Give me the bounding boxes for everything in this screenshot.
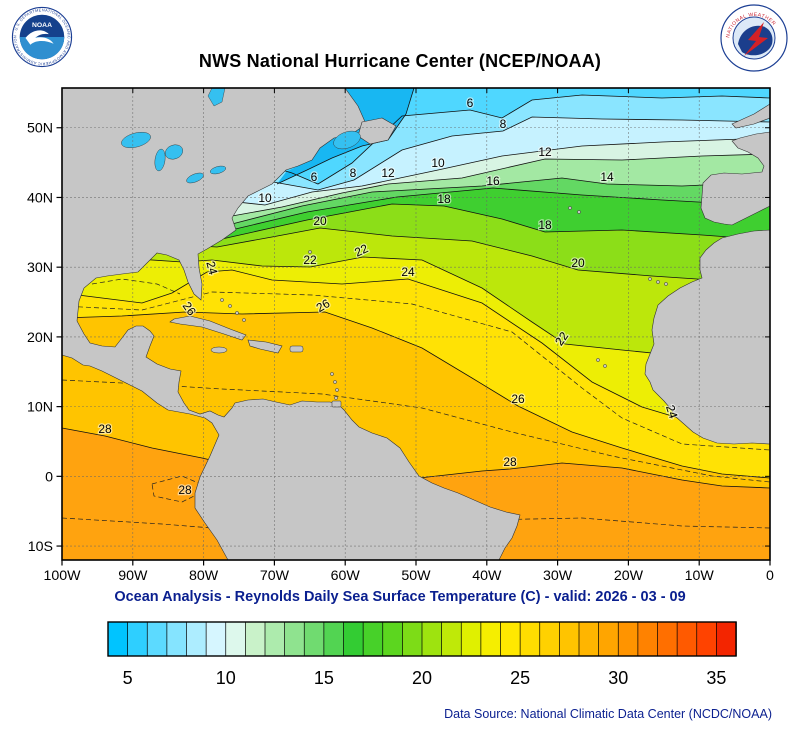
svg-text:35: 35 — [706, 668, 726, 688]
svg-text:10W: 10W — [685, 568, 715, 584]
svg-text:0: 0 — [766, 568, 774, 584]
svg-text:6: 6 — [467, 96, 474, 110]
svg-text:15: 15 — [314, 668, 334, 688]
svg-text:24: 24 — [203, 260, 220, 277]
svg-text:18: 18 — [437, 192, 451, 206]
svg-text:50W: 50W — [401, 568, 431, 584]
svg-text:14: 14 — [600, 170, 614, 184]
noaa-logo: NATIONAL OCEANIC AND ATMOSPHERIC ADMINIS… — [9, 3, 73, 73]
svg-text:20: 20 — [313, 214, 327, 228]
svg-text:8: 8 — [500, 117, 507, 131]
svg-text:24: 24 — [401, 265, 415, 279]
svg-text:100W: 100W — [43, 568, 81, 584]
svg-text:10S: 10S — [28, 539, 53, 555]
page-title: NWS National Hurricane Center (NCEP/NOAA… — [198, 51, 602, 71]
svg-text:30: 30 — [608, 668, 628, 688]
svg-text:40N: 40N — [27, 190, 53, 206]
svg-text:80W: 80W — [189, 568, 219, 584]
lakes — [121, 87, 361, 184]
svg-text:28: 28 — [98, 422, 112, 436]
nws-logo: NATIONAL WEATHER SERVICE — [720, 4, 788, 77]
svg-text:28: 28 — [178, 483, 192, 497]
svg-text:12: 12 — [538, 145, 552, 159]
colorbar-cells — [107, 621, 737, 657]
svg-text:0: 0 — [45, 469, 53, 485]
svg-text:30W: 30W — [543, 568, 573, 584]
noaa-gull-icon — [25, 30, 54, 45]
svg-text:40W: 40W — [472, 568, 502, 584]
svg-text:20: 20 — [571, 256, 585, 270]
svg-text:10: 10 — [216, 668, 236, 688]
noaa-wordmark: NOAA — [32, 22, 52, 29]
noaa-logo-svg: NATIONAL OCEANIC AND ATMOSPHERIC ADMINIS… — [9, 3, 73, 68]
svg-text:5: 5 — [123, 668, 133, 688]
svg-text:70W: 70W — [260, 568, 290, 584]
data-source: Data Source: National Climatic Data Cent… — [444, 707, 772, 721]
map-caption: Ocean Analysis - Reynolds Daily Sea Surf… — [114, 589, 686, 605]
svg-text:90W: 90W — [118, 568, 148, 584]
axis-labels: 50N 40N 30N 20N 10N 0 10S 100W 90W 80W 70W 60W 50W 40… — [27, 121, 774, 584]
map-frame — [56, 87, 771, 566]
svg-text:6: 6 — [311, 170, 318, 184]
svg-text:10: 10 — [258, 191, 272, 205]
svg-text:60W: 60W — [331, 568, 361, 584]
svg-text:20W: 20W — [614, 568, 644, 584]
svg-text:20: 20 — [412, 668, 432, 688]
svg-text:25: 25 — [510, 668, 530, 688]
nws-logo-svg: NATIONAL WEATHER SERVICE — [720, 4, 788, 72]
svg-text:16: 16 — [486, 174, 500, 188]
nws-bolt-icon — [744, 22, 768, 56]
svg-text:28: 28 — [503, 455, 517, 469]
svg-text:12: 12 — [381, 166, 395, 180]
colorbar: 5 10 15 20 25 30 35 — [107, 621, 737, 688]
svg-text:18: 18 — [538, 218, 552, 232]
colorbar-tick-labels: 5 10 15 20 25 30 35 — [123, 668, 727, 688]
svg-text:20N: 20N — [27, 330, 53, 346]
svg-text:30N: 30N — [27, 260, 53, 276]
svg-text:8: 8 — [350, 166, 357, 180]
svg-text:10N: 10N — [27, 400, 53, 416]
svg-text:26: 26 — [511, 392, 525, 406]
graticule — [62, 88, 770, 560]
svg-text:10: 10 — [431, 156, 445, 170]
svg-text:50N: 50N — [27, 121, 53, 137]
svg-text:22: 22 — [303, 253, 317, 267]
svg-text:22: 22 — [352, 241, 370, 259]
svg-text:24: 24 — [663, 403, 681, 420]
